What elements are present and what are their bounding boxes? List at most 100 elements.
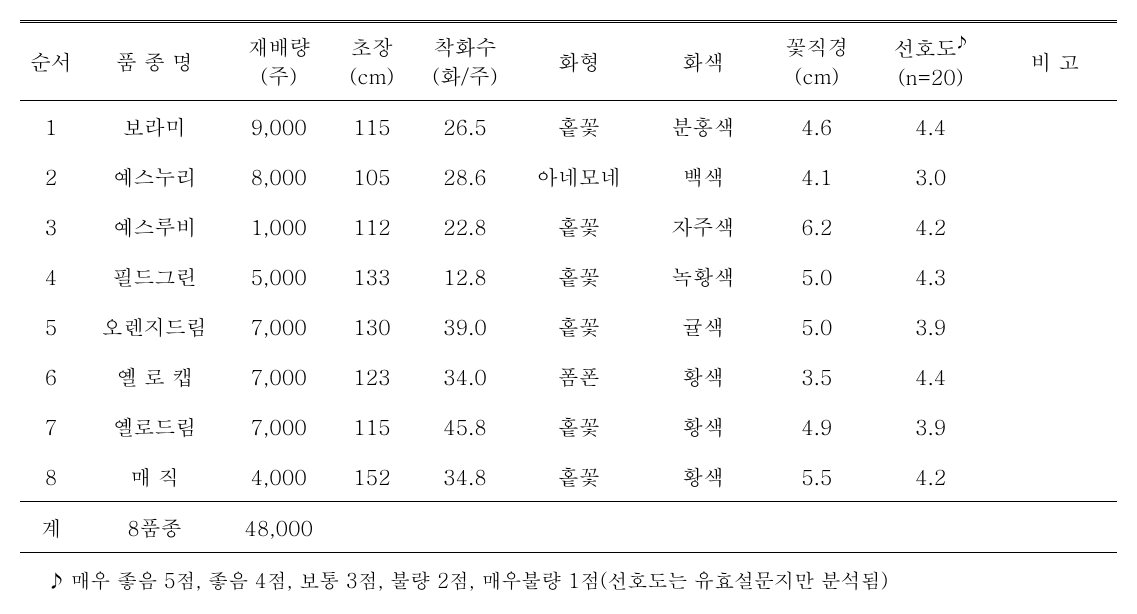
cell-name: 예스루비	[82, 201, 227, 251]
cell-note	[993, 201, 1117, 251]
cell-qty: 7,000	[227, 301, 330, 351]
cell-dia: 4.6	[765, 100, 868, 151]
cell-seq: 1	[20, 100, 82, 151]
cell-name: 옐 로 캡	[82, 351, 227, 401]
cell-qty: 4,000	[227, 451, 330, 502]
cell-shape: 홑꽃	[517, 251, 641, 301]
cell-fc: 22.8	[413, 201, 516, 251]
cell-note	[993, 451, 1117, 502]
cell-qty: 5,000	[227, 251, 330, 301]
cell-shape: 홑꽃	[517, 201, 641, 251]
cell-seq: 7	[20, 401, 82, 451]
cell-note	[993, 301, 1117, 351]
cell-note	[993, 151, 1117, 201]
cell-color: 황색	[641, 351, 765, 401]
table-row: 1 보라미 9,000 115 26.5 홑꽃 분홍색 4.6 4.4	[20, 100, 1117, 151]
total-seq: 계	[20, 501, 82, 552]
cell-pref: 3.9	[869, 301, 993, 351]
cell-dia: 3.5	[765, 351, 868, 401]
cell-color: 분홍색	[641, 100, 765, 151]
cell-note	[993, 401, 1117, 451]
cell-note	[993, 251, 1117, 301]
cell-dia: 5.0	[765, 251, 868, 301]
cell-height: 115	[330, 401, 413, 451]
cell-height: 112	[330, 201, 413, 251]
cell-pref: 4.2	[869, 201, 993, 251]
cell-color: 귤색	[641, 301, 765, 351]
cell-height: 123	[330, 351, 413, 401]
cell-seq: 6	[20, 351, 82, 401]
table-row: 8 매 직 4,000 152 34.8 홑꽃 황색 5.5 4.2	[20, 451, 1117, 502]
cell-shape: 홑꽃	[517, 401, 641, 451]
cell-note	[993, 351, 1117, 401]
cell-fc: 34.8	[413, 451, 516, 502]
cell-color: 백색	[641, 151, 765, 201]
cell-name: 보라미	[82, 100, 227, 151]
footnote: ♪ 매우 좋음 5점, 좋음 4점, 보통 3점, 불량 2점, 매우불량 1점…	[20, 553, 1117, 594]
cell-seq: 5	[20, 301, 82, 351]
cell-seq: 2	[20, 151, 82, 201]
col-note: 비 고	[993, 22, 1117, 101]
cell-fc: 39.0	[413, 301, 516, 351]
cell-pref: 4.3	[869, 251, 993, 301]
table-row: 7 옐로드림 7,000 115 45.8 홑꽃 황색 4.9 3.9	[20, 401, 1117, 451]
col-shape: 화형	[517, 22, 641, 101]
cell-seq: 3	[20, 201, 82, 251]
cell-dia: 5.0	[765, 301, 868, 351]
cell-qty: 8,000	[227, 151, 330, 201]
cell-fc: 12.8	[413, 251, 516, 301]
table-row: 3 예스루비 1,000 112 22.8 홑꽃 자주색 6.2 4.2	[20, 201, 1117, 251]
col-qty: 재배량(주)	[227, 22, 330, 101]
cell-note	[993, 100, 1117, 151]
data-table: 순서 품 종 명 재배량(주) 초장(cm) 착화수(화/주) 화형 화색 꽃직…	[20, 20, 1117, 553]
table-row: 2 예스누리 8,000 105 28.6 아네모네 백색 4.1 3.0	[20, 151, 1117, 201]
cell-shape: 홑꽃	[517, 451, 641, 502]
cell-shape: 홑꽃	[517, 301, 641, 351]
cell-height: 133	[330, 251, 413, 301]
col-height: 초장(cm)	[330, 22, 413, 101]
cell-height: 130	[330, 301, 413, 351]
cell-color: 자주색	[641, 201, 765, 251]
cell-fc: 34.0	[413, 351, 516, 401]
cell-dia: 5.5	[765, 451, 868, 502]
col-color: 화색	[641, 22, 765, 101]
header-row: 순서 품 종 명 재배량(주) 초장(cm) 착화수(화/주) 화형 화색 꽃직…	[20, 22, 1117, 101]
table-row: 5 오렌지드림 7,000 130 39.0 홑꽃 귤색 5.0 3.9	[20, 301, 1117, 351]
total-qty: 48,000	[227, 501, 330, 552]
cell-shape: 폼폰	[517, 351, 641, 401]
cell-color: 황색	[641, 401, 765, 451]
table-row: 4 필드그린 5,000 133 12.8 홑꽃 녹황색 5.0 4.3	[20, 251, 1117, 301]
cell-pref: 4.2	[869, 451, 993, 502]
cell-shape: 홑꽃	[517, 100, 641, 151]
cell-name: 오렌지드림	[82, 301, 227, 351]
col-pref: 선호도♪(n=20)	[869, 22, 993, 101]
cell-qty: 9,000	[227, 100, 330, 151]
table-row: 6 옐 로 캡 7,000 123 34.0 폼폰 황색 3.5 4.4	[20, 351, 1117, 401]
cell-fc: 26.5	[413, 100, 516, 151]
cell-fc: 45.8	[413, 401, 516, 451]
cell-seq: 8	[20, 451, 82, 502]
cell-pref: 4.4	[869, 351, 993, 401]
total-name: 8품종	[82, 501, 227, 552]
cell-height: 115	[330, 100, 413, 151]
cell-qty: 1,000	[227, 201, 330, 251]
cell-name: 옐로드림	[82, 401, 227, 451]
cell-name: 예스누리	[82, 151, 227, 201]
col-name: 품 종 명	[82, 22, 227, 101]
cell-color: 녹황색	[641, 251, 765, 301]
cell-name: 필드그린	[82, 251, 227, 301]
cell-dia: 6.2	[765, 201, 868, 251]
cell-dia: 4.9	[765, 401, 868, 451]
cell-pref: 3.9	[869, 401, 993, 451]
cell-height: 152	[330, 451, 413, 502]
cell-qty: 7,000	[227, 351, 330, 401]
col-diameter: 꽃직경(cm)	[765, 22, 868, 101]
cell-fc: 28.6	[413, 151, 516, 201]
cell-height: 105	[330, 151, 413, 201]
cell-pref: 3.0	[869, 151, 993, 201]
col-flower-count: 착화수(화/주)	[413, 22, 516, 101]
cell-shape: 아네모네	[517, 151, 641, 201]
total-row: 계 8품종 48,000	[20, 501, 1117, 552]
col-seq: 순서	[20, 22, 82, 101]
cell-qty: 7,000	[227, 401, 330, 451]
